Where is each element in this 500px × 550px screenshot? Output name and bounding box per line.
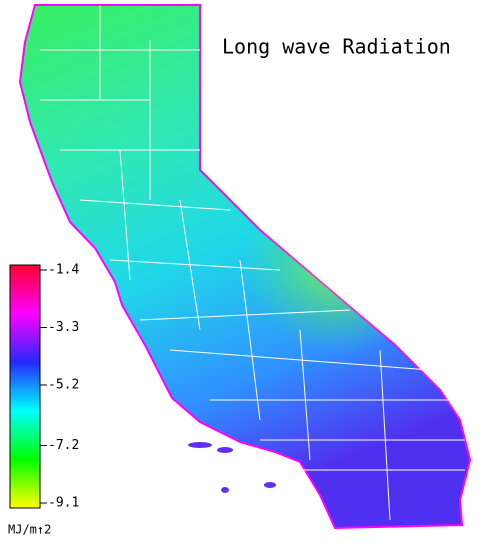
islands bbox=[188, 442, 276, 493]
tick-label: -3.3 bbox=[48, 320, 79, 335]
colorbar-ticks: -1.4 -3.3 -5.2 -7.2 -9.1 bbox=[40, 263, 79, 511]
colorbar-unit: MJ/m↑2 bbox=[8, 523, 51, 537]
tick-label: -5.2 bbox=[48, 377, 79, 392]
title: Long wave Radiation bbox=[222, 35, 451, 59]
tick-label: -9.1 bbox=[48, 496, 79, 511]
tick-label: -1.4 bbox=[48, 263, 79, 278]
county-lines bbox=[40, 5, 465, 521]
east-region bbox=[150, 120, 420, 380]
california bbox=[18, 4, 472, 530]
tick-label: -7.2 bbox=[48, 438, 79, 453]
colorbar bbox=[9, 264, 41, 509]
